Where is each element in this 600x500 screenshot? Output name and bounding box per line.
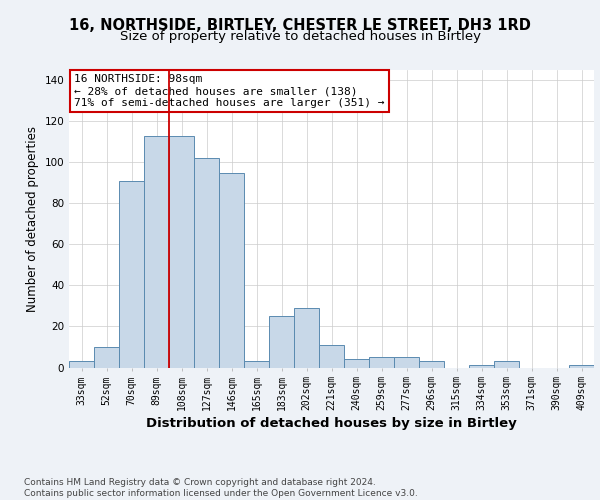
Bar bbox=[294, 308, 319, 368]
Text: Size of property relative to detached houses in Birtley: Size of property relative to detached ho… bbox=[119, 30, 481, 43]
Bar bbox=[94, 347, 119, 368]
Bar bbox=[244, 362, 269, 368]
Text: Contains HM Land Registry data © Crown copyright and database right 2024.
Contai: Contains HM Land Registry data © Crown c… bbox=[24, 478, 418, 498]
Bar bbox=[319, 345, 344, 368]
Bar bbox=[144, 136, 169, 368]
Bar bbox=[569, 366, 594, 368]
Bar bbox=[269, 316, 294, 368]
Bar bbox=[494, 362, 519, 368]
Bar bbox=[119, 181, 144, 368]
Bar bbox=[194, 158, 219, 368]
Text: 16 NORTHSIDE: 98sqm
← 28% of detached houses are smaller (138)
71% of semi-detac: 16 NORTHSIDE: 98sqm ← 28% of detached ho… bbox=[74, 74, 385, 108]
Bar bbox=[344, 360, 369, 368]
Bar bbox=[419, 362, 444, 368]
Bar bbox=[219, 172, 244, 368]
X-axis label: Distribution of detached houses by size in Birtley: Distribution of detached houses by size … bbox=[146, 418, 517, 430]
Bar bbox=[469, 366, 494, 368]
Bar bbox=[369, 357, 394, 368]
Text: 16, NORTHSIDE, BIRTLEY, CHESTER LE STREET, DH3 1RD: 16, NORTHSIDE, BIRTLEY, CHESTER LE STREE… bbox=[69, 18, 531, 32]
Bar bbox=[169, 136, 194, 368]
Bar bbox=[69, 362, 94, 368]
Bar bbox=[394, 357, 419, 368]
Y-axis label: Number of detached properties: Number of detached properties bbox=[26, 126, 39, 312]
